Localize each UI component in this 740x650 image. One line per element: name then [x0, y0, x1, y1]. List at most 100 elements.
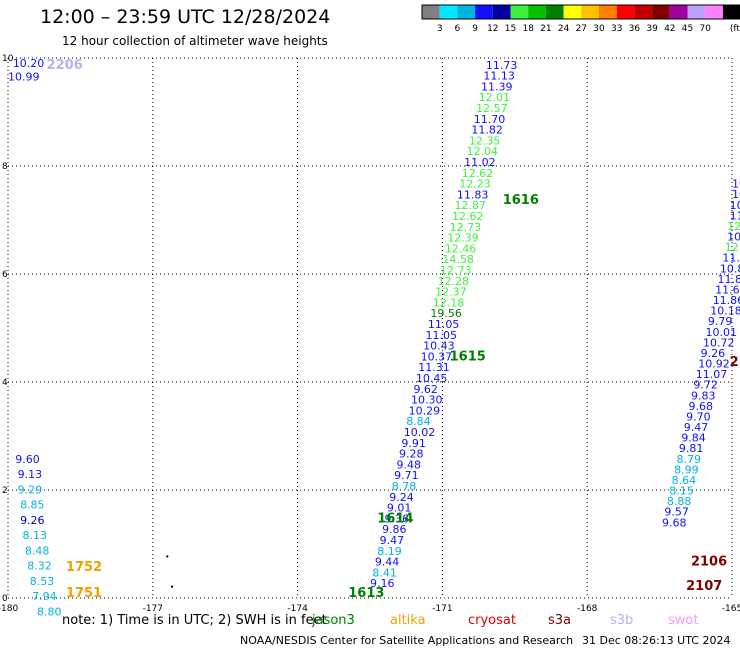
x-tick-label: -171: [432, 604, 452, 614]
data-point: 8.41: [372, 566, 397, 579]
colorbar-swatch: [510, 5, 529, 19]
data-point: 9.44: [375, 556, 400, 569]
data-point: 10.18: [710, 305, 740, 318]
mission-jason3: jason3: [312, 613, 355, 628]
data-point: 12.18: [433, 296, 465, 309]
track-right: 101010111210.012.111.4010.8211.8111.6711…: [662, 178, 740, 530]
data-point: 12.57: [476, 102, 508, 115]
colorbar-label: 33: [611, 24, 622, 34]
colorbar-swatch: [634, 5, 653, 19]
data-point: 14.58: [442, 253, 474, 266]
data-point: 12.01: [479, 91, 511, 104]
grid-lines: [7, 57, 733, 599]
data-point: 12.62: [462, 167, 494, 180]
time-label: 1613: [348, 586, 384, 601]
x-tick-label: -168: [577, 604, 598, 614]
data-point: 12.04: [467, 145, 499, 158]
colorbar-swatch: [581, 5, 599, 19]
data-point: 12.87: [454, 199, 486, 212]
data-point: 11.86: [713, 294, 740, 307]
colorbar-label: 18: [522, 24, 534, 34]
data-point: 10.02: [404, 426, 436, 439]
data-point: 11.13: [483, 70, 514, 83]
y-tick-label: 10: [2, 54, 14, 64]
data-point: 11.05: [426, 329, 458, 342]
data-point: 10: [730, 199, 740, 212]
mission-s3b: s3b: [610, 613, 634, 628]
data-point: 9.26: [701, 347, 726, 360]
data-point: 11.70: [474, 113, 506, 126]
x-tick-label: -165: [722, 604, 740, 614]
data-point: 9.13: [18, 468, 43, 481]
colorbar-label: 30: [593, 24, 605, 34]
data-point: 12.37: [435, 286, 467, 299]
data-point: 12.1: [725, 241, 740, 254]
data-point: 11.39: [481, 80, 512, 93]
y-tick-label: 0: [2, 594, 8, 604]
colorbar-swatch: [687, 5, 706, 19]
data-point: 8.32: [27, 560, 52, 573]
data-point: 8.79: [676, 453, 701, 466]
data-point: 12.35: [469, 134, 501, 147]
data-point: 8.15: [669, 485, 694, 498]
data-point: 8.88: [667, 495, 692, 508]
colorbar-swatch: [492, 5, 511, 19]
colorbar-swatch: [599, 5, 617, 19]
data-point: 11.81: [718, 273, 740, 286]
colorbar-swatch: [545, 5, 564, 19]
track-left-lower: 9.60 9.13 9.29 8.85 9.26 8.13 8.48 8.32 8.53 7.94…: [15, 453, 61, 618]
colorbar-label: 39: [646, 24, 658, 34]
data-point: 11.73: [486, 59, 517, 72]
data-point: 12.28: [438, 275, 470, 288]
colorbar-swatch: [669, 5, 688, 19]
time-label: 2206: [47, 58, 83, 73]
time-label: 2106: [691, 555, 727, 570]
data-point: 12.39: [447, 232, 479, 245]
data-point: 9.29: [18, 483, 43, 496]
data-point: 9.81: [679, 442, 704, 455]
data-point: 9.70: [686, 410, 711, 423]
data-point: 9.71: [394, 469, 419, 482]
time-label: 1751: [66, 586, 102, 601]
track-center: 11.7311.1311.3912.0112.5711.7011.8212.35…: [370, 59, 517, 590]
colorbar-swatch: [439, 5, 458, 19]
colorbar-frame: [421, 4, 740, 20]
data-point: 9.60: [15, 453, 39, 466]
data-point: 8.85: [20, 499, 45, 512]
data-point: 11.05: [428, 318, 460, 331]
x-tick-label: -180: [0, 604, 18, 614]
data-point: 10.01: [705, 326, 737, 339]
data-point: 8.78: [392, 480, 417, 493]
time-label: 1752: [66, 560, 102, 575]
data-point: 8.80: [37, 605, 62, 618]
colorbar-swatch: [652, 5, 670, 19]
data-point: 9.16: [370, 577, 395, 590]
data-mark: [166, 555, 169, 558]
data-point: 8.99: [674, 463, 699, 476]
colorbar-label: 45: [682, 24, 693, 34]
generated-time: 31 Dec 08:26:13 UTC 2024: [582, 634, 731, 647]
data-point: 9.28: [399, 448, 424, 461]
colorbar-label: 6: [455, 24, 461, 34]
data-point: 12.73: [450, 221, 482, 234]
data-point: 9.68: [662, 516, 687, 529]
data-point: 8.84: [406, 415, 431, 428]
data-point: 9.91: [401, 437, 426, 450]
data-point: 10.99: [8, 71, 40, 84]
data-point: 9.57: [664, 506, 689, 519]
data-point: 9.24: [389, 491, 414, 504]
data-point: 12.73: [440, 264, 472, 277]
y-tick-label: 4: [2, 378, 8, 388]
data-point: 9.86: [382, 523, 407, 536]
page-title: 12:00 – 23:59 UTC 12/28/2024: [40, 6, 331, 28]
colorbar-label: 15: [505, 24, 516, 34]
colorbar-label: 12: [487, 24, 498, 34]
axis-labels: -180 -177 -174 -171 -168 -165 0 2 4 6 8 10: [0, 54, 740, 614]
data-point: 9.79: [708, 315, 733, 328]
mission-cryosat: cryosat: [468, 613, 516, 628]
data-point: 10: [732, 178, 740, 191]
data-point: 8.64: [672, 474, 697, 487]
colorbar-label: 70: [699, 24, 711, 34]
